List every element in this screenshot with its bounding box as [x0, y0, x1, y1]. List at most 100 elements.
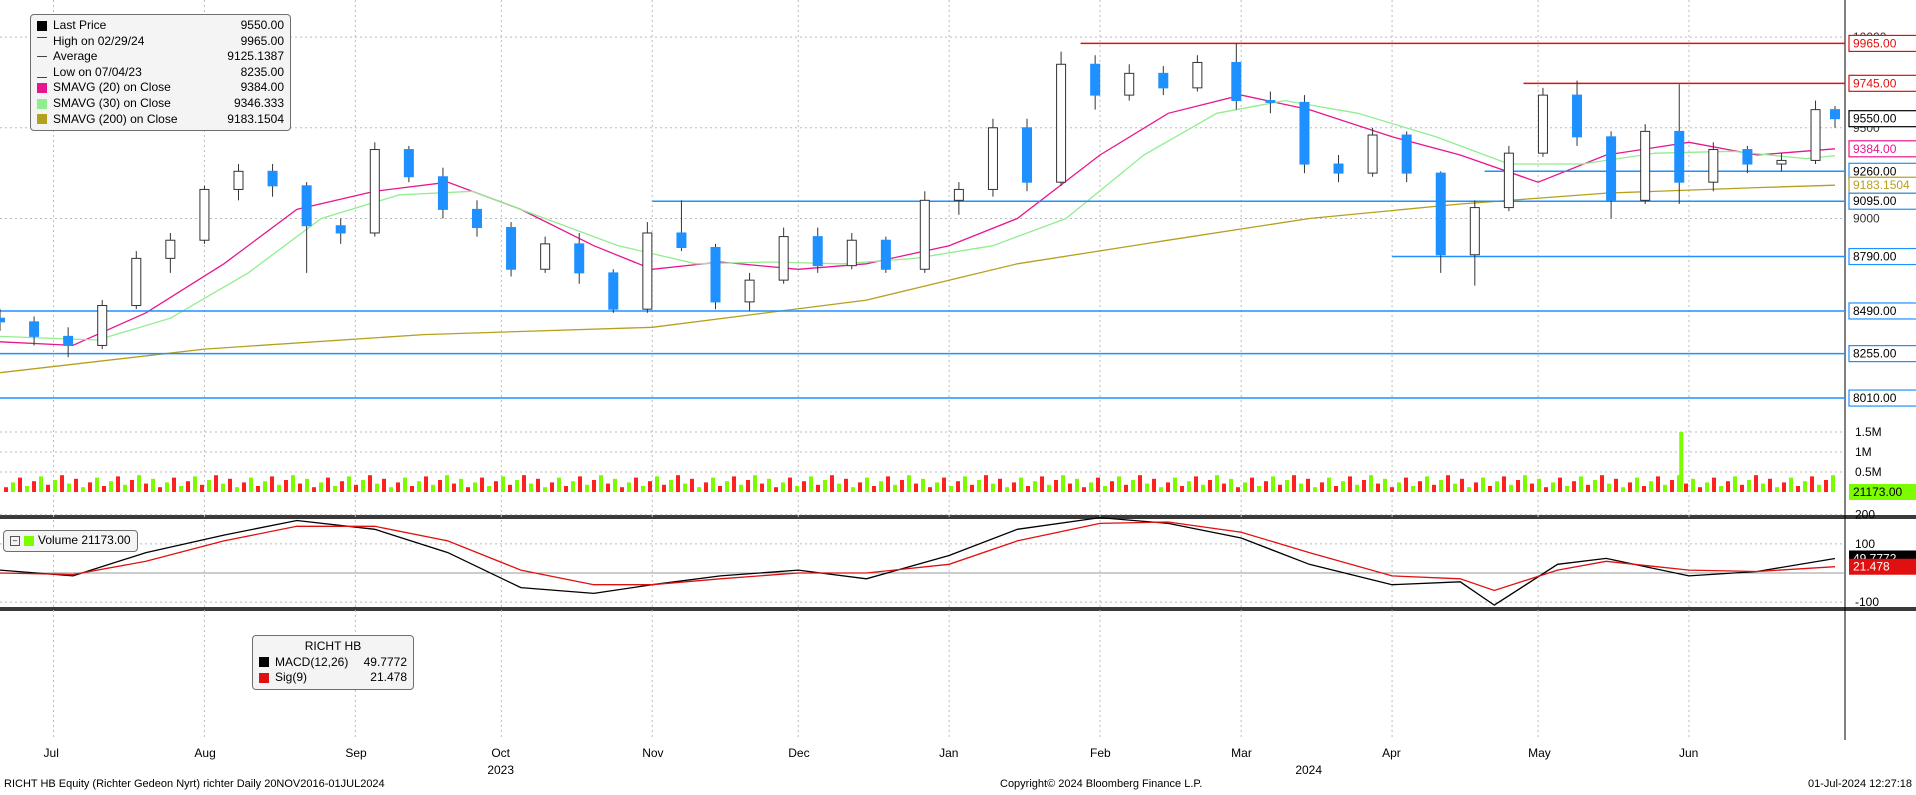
candle-body [29, 321, 40, 337]
volume-bar [1614, 478, 1618, 492]
volume-bar [963, 476, 967, 492]
volume-tick-label: 1.5M [1855, 425, 1882, 439]
volume-bar [858, 482, 862, 492]
macd-legend: RICHT HB MACD(12,26) 49.7772 Sig(9) 21.4… [252, 635, 414, 690]
volume-bar [620, 487, 624, 492]
volume-bar [753, 475, 757, 492]
candle-body [97, 305, 108, 346]
volume-bar [410, 486, 414, 492]
volume-bar [1747, 480, 1751, 492]
candle-body [919, 199, 930, 270]
collapse-icon[interactable]: – [10, 535, 20, 546]
volume-bar [592, 480, 596, 492]
volume-bar [1047, 484, 1051, 492]
volume-bar [1369, 475, 1373, 492]
volume-bar [886, 476, 890, 492]
square-black-icon [37, 20, 47, 31]
volume-bar [1460, 478, 1464, 492]
month-tick-label: Mar [1231, 746, 1252, 760]
volume-bar [46, 484, 50, 492]
legend-row-smavg30: SMAVG (30) on Close 9346.333 [37, 96, 284, 112]
square-red-icon [259, 672, 269, 683]
low-marker-icon [37, 68, 47, 78]
candle-body [1192, 61, 1203, 89]
volume-bar [613, 478, 617, 492]
volume-bar [277, 484, 281, 492]
legend-row-smavg200: SMAVG (200) on Close 9183.1504 [37, 112, 284, 128]
candle-body [1469, 207, 1480, 256]
month-tick-label: Aug [194, 746, 215, 760]
volume-bar [235, 487, 239, 492]
volume-bar [1481, 477, 1485, 492]
volume-tick-label: 1M [1855, 445, 1872, 459]
moving-average-line [0, 184, 1836, 374]
panel-divider [0, 515, 1916, 519]
volume-bar [1649, 481, 1653, 492]
volume-bar [1110, 481, 1114, 492]
volume-bar [662, 484, 666, 492]
candle-body [1124, 72, 1135, 96]
volume-bar [977, 480, 981, 492]
volume-bar [984, 475, 988, 492]
candle-body [778, 236, 789, 281]
volume-bar [655, 476, 659, 492]
volume-bar [900, 480, 904, 492]
volume-bar [802, 481, 806, 492]
volume-bar [494, 481, 498, 492]
candle-body [267, 170, 278, 187]
volume-bar [1194, 476, 1198, 492]
volume-bar [438, 480, 442, 492]
volume-bar [249, 477, 253, 492]
volume-bar [179, 486, 183, 492]
month-tick-label: Jun [1679, 746, 1698, 760]
volume-bar [942, 477, 946, 492]
volume-bar [431, 484, 435, 492]
volume-bar [1789, 477, 1793, 492]
volume-bar [347, 476, 351, 492]
volume-bar [228, 478, 232, 492]
volume-bar [837, 483, 841, 492]
volume-bar [1600, 475, 1604, 492]
candle-body [233, 170, 244, 190]
volume-bar [1068, 483, 1072, 492]
volume-bar [1348, 476, 1352, 492]
volume-bar [1376, 483, 1380, 492]
month-tick-label: Jan [939, 746, 958, 760]
volume-bar [1684, 483, 1688, 492]
price-level-box [1848, 345, 1916, 363]
volume-bar [242, 482, 246, 492]
volume-bar [130, 480, 134, 492]
volume-bar [1145, 483, 1149, 492]
price-level-label: 9965.00 [1853, 36, 1897, 50]
footer-timestamp: 01-Jul-2024 12:27:18 [1808, 778, 1912, 790]
month-tick-label: Sep [345, 746, 367, 760]
average-line-icon [37, 55, 47, 58]
volume-bar [466, 487, 470, 492]
month-tick-label: Feb [1090, 746, 1111, 760]
candle-body [1367, 134, 1378, 174]
volume-bar [1026, 486, 1030, 492]
price-level-label: 8255.00 [1853, 347, 1897, 361]
volume-bar [417, 481, 421, 492]
volume-bar [1201, 484, 1205, 492]
candle-body [1435, 172, 1446, 256]
price-level-label: 9183.1504 [1853, 178, 1910, 192]
volume-bar [1236, 487, 1240, 492]
volume-bar [641, 486, 645, 492]
volume-bar [39, 476, 43, 492]
volume-bar [1453, 483, 1457, 492]
macd-series-line [0, 521, 1836, 592]
volume-bar [1432, 484, 1436, 492]
volume-bar [305, 478, 309, 492]
volume-bar [151, 478, 155, 492]
volume-bar [1334, 486, 1338, 492]
volume-bar [1138, 475, 1142, 492]
volume-bar [221, 483, 225, 492]
volume-bar [893, 484, 897, 492]
volume-bar [1418, 481, 1422, 492]
volume-bar [207, 480, 211, 492]
volume-bar [1264, 481, 1268, 492]
volume-bar [767, 478, 771, 492]
price-level-box [1848, 34, 1916, 53]
